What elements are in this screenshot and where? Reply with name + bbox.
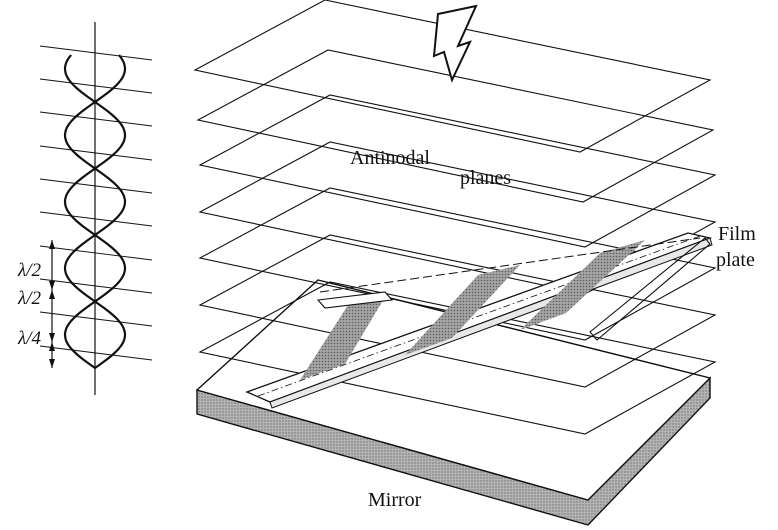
fringe-band: [405, 265, 520, 355]
fringe-band: [300, 297, 385, 380]
label-planes: planes: [460, 167, 511, 189]
node-guide-line: [39, 78, 153, 94]
mirror: [195, 279, 712, 526]
arrow-down-icon: [49, 281, 55, 290]
film-plate: [245, 232, 713, 409]
arrow-down-icon: [49, 333, 55, 342]
node-guide-line: [39, 111, 153, 127]
antinodal-plane: [196, 49, 715, 203]
label-mirror: Mirror: [368, 489, 422, 511]
label-half-wave-2: λ/2: [17, 288, 42, 309]
wave-curve-b: [63, 54, 127, 369]
node-guide-lines: [39, 45, 153, 361]
label-film: Film: [718, 223, 756, 245]
arrow-up-icon: [49, 240, 55, 249]
antinodal-plane: [198, 281, 717, 435]
node-guide-line: [39, 211, 153, 227]
node-guide-line: [39, 245, 153, 261]
film-holder-left: [316, 291, 394, 309]
node-guide-line: [39, 45, 153, 61]
antinodal-plane: [198, 94, 717, 248]
label-plate: plate: [716, 249, 755, 271]
node-guide-line: [39, 145, 153, 161]
label-half-wave-1: λ/2: [17, 260, 42, 281]
label-antinodal: Antinodal: [350, 147, 430, 169]
antinodal-plane: [198, 234, 717, 388]
node-guide-line: [39, 278, 153, 294]
fringe-band: [520, 240, 645, 330]
lightning-arrow-icon: [432, 4, 478, 83]
film-emulsion-line: [257, 235, 701, 397]
node-guide-line: [39, 178, 153, 194]
antinodal-plane: [198, 141, 717, 295]
standing-wave: [39, 22, 153, 395]
film-shadow-line: [319, 237, 701, 293]
node-guide-line: [39, 345, 153, 361]
wavelength-markers: λ/2 λ/2 λ/4: [17, 240, 55, 368]
label-quarter-wave: λ/4: [17, 328, 42, 349]
wave-curve-a: [63, 54, 127, 369]
arrow-up-icon: [49, 290, 55, 299]
antinodal-plane: [193, 0, 712, 153]
film-holder-right: [589, 237, 711, 341]
node-guide-line: [39, 311, 153, 327]
mirror-top-face: [195, 279, 712, 501]
